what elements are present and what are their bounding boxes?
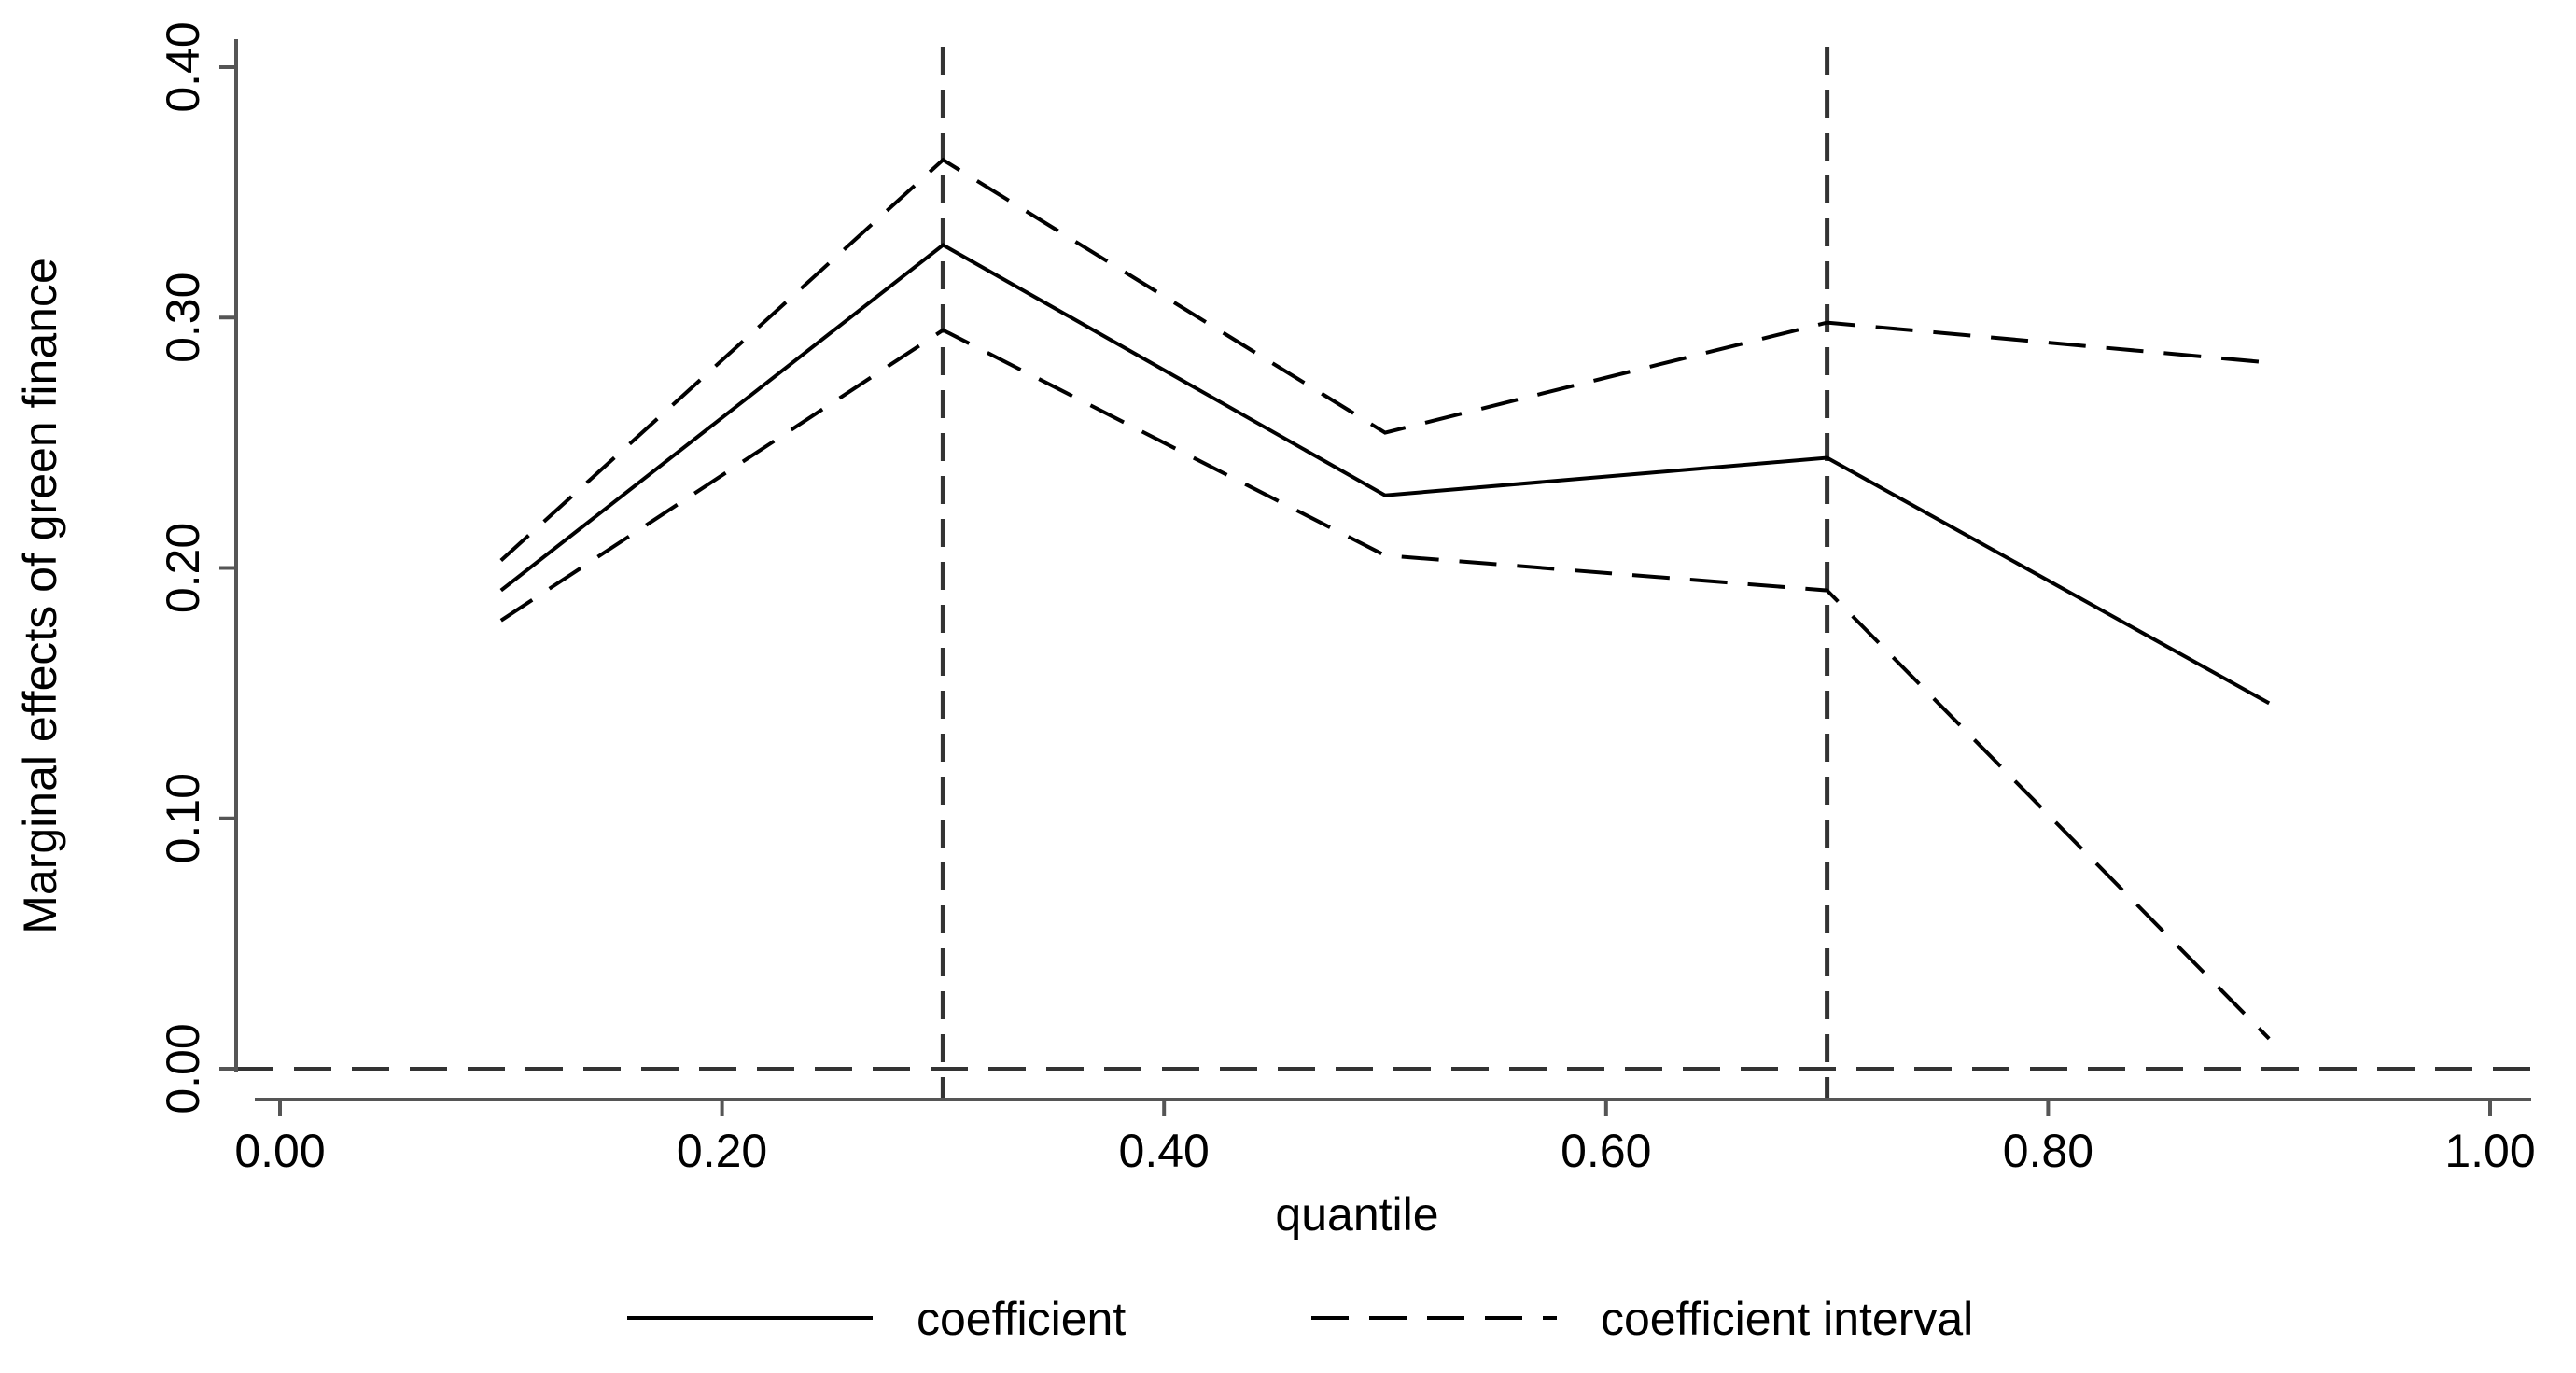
legend-label-coefficient-interval: coefficient interval	[1601, 1293, 1973, 1345]
coefficient-interval-upper-line	[499, 157, 2270, 562]
y-axis-label: Marginal effects of green finance	[14, 258, 66, 934]
x-axis-label: quantile	[1275, 1188, 1438, 1240]
x-tick-label: 1.00	[2444, 1125, 2535, 1177]
legend-label-coefficient: coefficient	[917, 1293, 1126, 1345]
x-tick-label: 0.80	[2003, 1125, 2093, 1177]
coefficient-line	[499, 243, 2271, 706]
y-tick-label: 0.10	[157, 773, 209, 863]
x-tick-label: 0.00	[234, 1125, 325, 1177]
y-tick-label: 0.40	[157, 21, 209, 112]
tick-labels: 0.00 0.10 0.20 0.30 0.40 0.00 0.20 0.40 0.60 0.80…	[157, 21, 2536, 1177]
legend: coefficient coefficient interval	[627, 1293, 1973, 1345]
y-tick-label: 0.00	[157, 1023, 209, 1114]
coefficient-interval-lower-line	[499, 328, 2271, 1041]
reference-lines	[236, 47, 2531, 1100]
y-tick-label: 0.30	[157, 273, 209, 363]
x-tick-label: 0.20	[677, 1125, 767, 1177]
series-lines	[499, 157, 2271, 1041]
y-tick-label: 0.20	[157, 523, 209, 613]
axes	[219, 39, 2531, 1116]
x-tick-label: 0.40	[1119, 1125, 1210, 1177]
x-tick-label: 0.60	[1561, 1125, 1651, 1177]
